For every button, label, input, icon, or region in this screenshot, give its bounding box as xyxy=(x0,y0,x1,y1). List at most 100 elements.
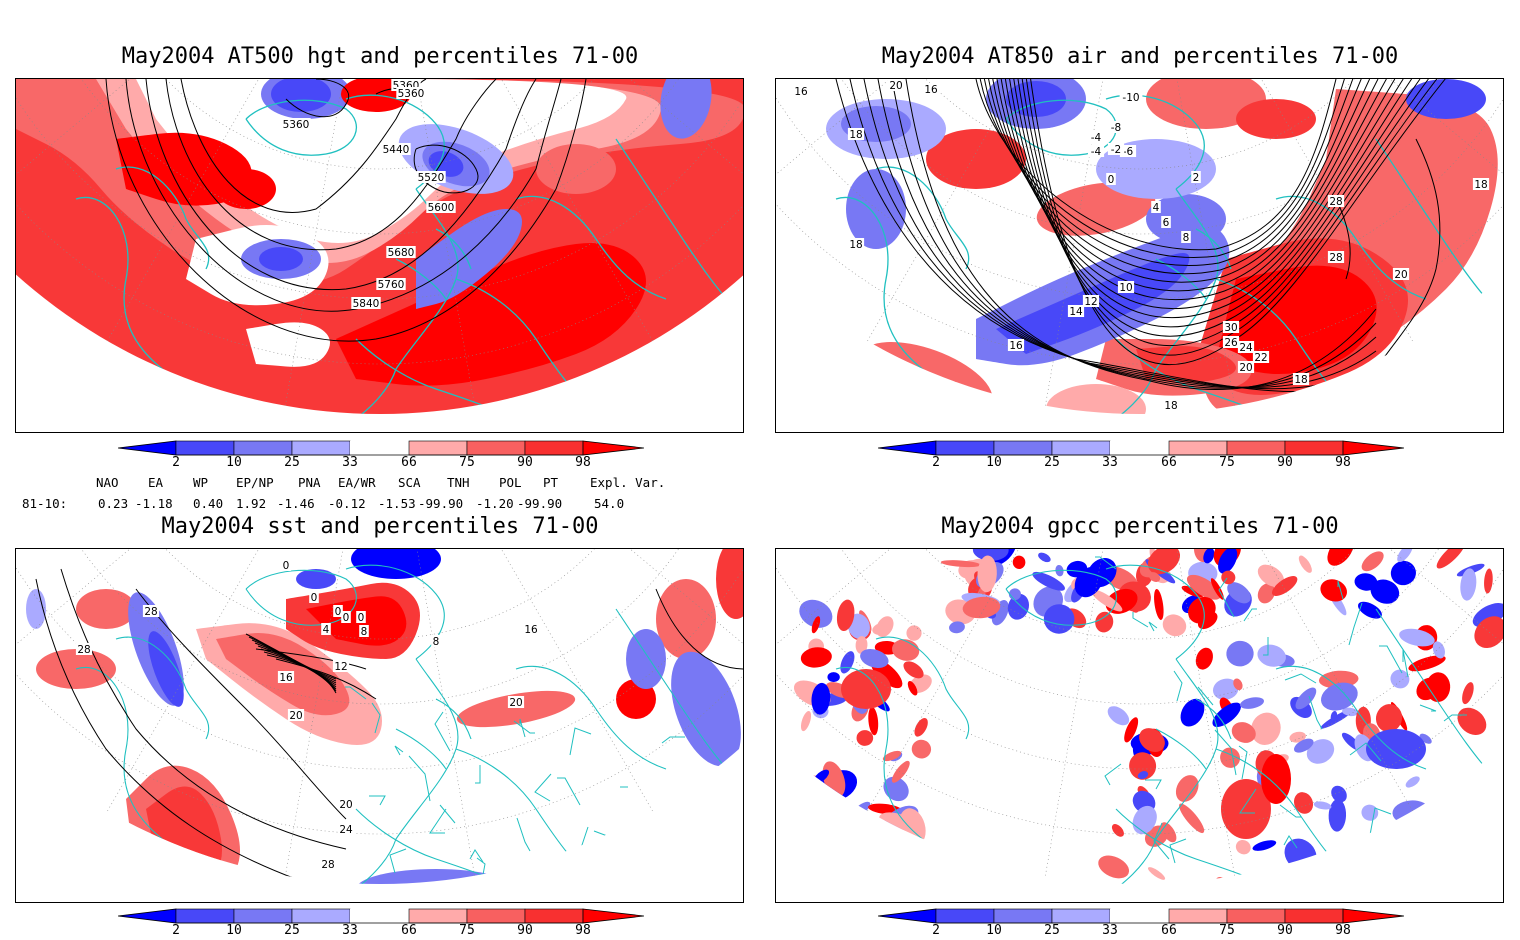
colorbar-2: 2 10 25 33 66 75 90 98 xyxy=(877,440,1405,474)
percentile-shading xyxy=(1233,678,1243,691)
colorbar-tick-label: 75 xyxy=(459,923,475,938)
svg-text:0: 0 xyxy=(283,560,290,572)
svg-text:20: 20 xyxy=(1394,269,1407,281)
coastline xyxy=(389,848,407,874)
contour-line xyxy=(877,79,1377,388)
colorbar-tick-label: 66 xyxy=(401,455,417,470)
svg-text:20: 20 xyxy=(509,697,522,709)
percentile-shading xyxy=(800,808,831,836)
percentile-shading xyxy=(148,631,184,707)
percentile-shading xyxy=(1436,549,1466,569)
contour-line xyxy=(255,648,367,670)
percentile-shading xyxy=(906,625,922,641)
contour-label: 30 xyxy=(1222,321,1240,334)
percentile-shading xyxy=(1330,710,1338,722)
contour-label: 8 xyxy=(1181,231,1191,244)
index-value: 54.0 xyxy=(594,496,625,511)
index-header: TNH xyxy=(447,475,470,490)
percentile-shading xyxy=(1420,873,1446,884)
percentile-shading xyxy=(1352,868,1372,884)
percentile-shading xyxy=(836,599,855,632)
percentile-shading xyxy=(296,569,336,589)
contour-line xyxy=(655,588,743,670)
coastline xyxy=(1419,704,1437,712)
svg-text:20: 20 xyxy=(1239,362,1252,374)
colorbar-segment xyxy=(993,908,1053,924)
coastline xyxy=(1214,729,1237,776)
colorbar-segment xyxy=(877,440,937,456)
coastline xyxy=(1349,742,1382,762)
colorbar-svg xyxy=(877,440,1405,456)
percentile-shading xyxy=(1408,655,1446,672)
coastline xyxy=(1095,556,1117,570)
percentile-shading xyxy=(1289,731,1306,743)
svg-text:22: 22 xyxy=(1254,352,1267,364)
coastline xyxy=(115,636,210,740)
percentile-shading xyxy=(841,669,891,709)
colorbar-tick-label: 75 xyxy=(1219,923,1235,938)
coastline xyxy=(1284,673,1317,684)
percentile-shading xyxy=(883,776,909,802)
index-value: -1.18 xyxy=(135,496,173,511)
svg-text:-4: -4 xyxy=(1091,132,1102,144)
colorbar-segment xyxy=(350,441,409,455)
coastline xyxy=(1279,804,1301,818)
index-header: SCA xyxy=(398,475,421,490)
percentile-shading xyxy=(1007,593,1030,620)
percentile-shading xyxy=(903,661,924,679)
contour-label: 0 xyxy=(356,611,366,624)
percentile-shading xyxy=(656,579,716,659)
coastline xyxy=(1095,658,1219,884)
percentile-shading xyxy=(1366,891,1386,902)
percentile-shading xyxy=(868,706,879,736)
percentile-shading xyxy=(1295,687,1317,710)
percentile-shading xyxy=(1406,79,1486,119)
percentile-shading xyxy=(1216,265,1377,374)
colorbar-tick-label: 90 xyxy=(1277,455,1293,470)
colorbar-tick-label: 98 xyxy=(575,455,591,470)
colorbar-tick-label: 98 xyxy=(575,923,591,938)
percentile-shading xyxy=(1124,717,1139,743)
percentile-shading xyxy=(926,129,1026,189)
contour-line xyxy=(891,79,1377,389)
colorbar-segment xyxy=(935,908,995,924)
contour-label: 18 xyxy=(1472,178,1490,191)
graticule xyxy=(1042,79,1141,414)
colorbar-tick-label: 66 xyxy=(1161,923,1177,938)
contour-line xyxy=(1013,79,1413,328)
contour-label: 18 xyxy=(1162,399,1180,412)
coastline xyxy=(469,849,484,863)
colorbar-1: 2 10 25 33 66 75 90 98 xyxy=(117,440,645,474)
panel-title-hgt500: May2004 AT500 hgt and percentiles 71-00 xyxy=(121,44,639,69)
colorbar-tick-label: 25 xyxy=(284,923,300,938)
contour-label: 5600 xyxy=(426,201,456,214)
percentile-shading xyxy=(1231,722,1256,743)
percentile-shading xyxy=(1129,752,1157,780)
coastline xyxy=(1375,608,1497,780)
percentile-shading xyxy=(846,169,906,249)
coastline xyxy=(557,777,581,806)
coastline xyxy=(661,736,685,744)
contour-line xyxy=(180,79,427,213)
contour-label: 5520 xyxy=(416,171,446,184)
percentile-shading xyxy=(1474,616,1503,649)
percentile-shading xyxy=(856,730,874,746)
svg-text:20: 20 xyxy=(889,80,902,92)
percentile-shading xyxy=(851,821,871,842)
colorbar-tick-label: 98 xyxy=(1335,923,1351,938)
percentile-shading xyxy=(456,690,576,728)
coastline xyxy=(569,727,592,756)
svg-text:28: 28 xyxy=(422,889,435,901)
percentile-shading xyxy=(1313,801,1332,810)
index-header: EP/NP xyxy=(236,475,274,490)
svg-text:5840: 5840 xyxy=(353,298,380,310)
percentile-shading xyxy=(1366,729,1426,769)
index-value: 0.23 xyxy=(98,496,129,511)
percentile-shading xyxy=(882,750,902,762)
percentile-shading xyxy=(1098,855,1130,879)
percentile-shading xyxy=(1139,728,1165,752)
percentile-shading xyxy=(1137,771,1149,779)
percentile-shading xyxy=(1257,564,1285,587)
graticule xyxy=(1139,79,1421,355)
percentile-shading xyxy=(1032,571,1066,591)
